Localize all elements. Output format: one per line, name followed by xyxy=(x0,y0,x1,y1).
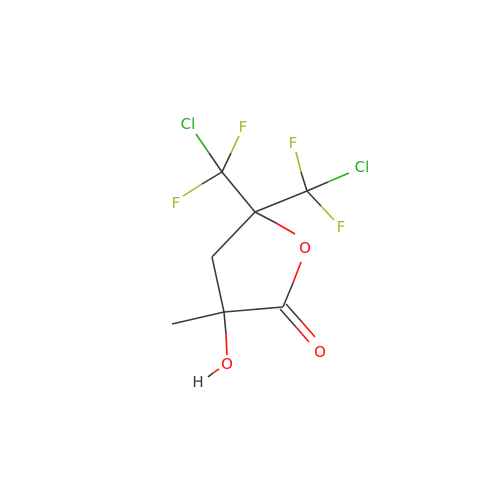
bond-c-right-f-bottom-a xyxy=(306,190,322,207)
bond-c-right-f-bottom-b xyxy=(320,205,335,221)
bond-c2-o-carbonyl-2a xyxy=(285,303,303,323)
atom-labels-group: Cl F F F Cl F O O O H xyxy=(172,115,370,391)
bond-c2-o-carbonyl-1a xyxy=(279,308,297,328)
bond-c4-c3 xyxy=(211,256,225,313)
bond-c2-o-ring-a xyxy=(282,282,294,308)
bond-c3-o-hydroxyl-a xyxy=(223,311,227,335)
bonds-group xyxy=(171,133,350,378)
atom-label-f-right: F xyxy=(337,218,346,236)
bond-c-right-f-top-b xyxy=(295,151,302,173)
bond-c-left-f-left-a xyxy=(201,171,223,185)
atom-label-o-hydroxyl: O xyxy=(221,355,233,373)
bond-o-ring-c5-a xyxy=(275,222,296,235)
bond-c3-c2 xyxy=(223,306,284,313)
bond-o-ring-c5-b xyxy=(254,211,277,224)
bond-c-right-f-top-a xyxy=(300,171,308,192)
atom-label-f-top-right: F xyxy=(289,134,298,152)
atom-label-cl-right: Cl xyxy=(355,158,370,176)
bond-c2-o-ring-b xyxy=(292,261,302,284)
atom-label-h-hydroxyl: H xyxy=(192,373,203,391)
atom-label-o-ring: O xyxy=(299,239,311,257)
bond-c5-c-right xyxy=(254,190,308,213)
bond-c2-o-carbonyl-2b xyxy=(301,321,316,338)
bond-c-left-f-top-a xyxy=(221,152,232,173)
atom-label-cl-left: Cl xyxy=(181,115,196,133)
bond-c-left-cl-b xyxy=(195,133,210,154)
atom-label-f-left: F xyxy=(172,194,181,212)
bond-c-right-cl-a xyxy=(306,181,329,192)
bond-o-h-hydroxyl-b xyxy=(207,372,214,378)
bond-c5-c-left xyxy=(221,171,256,213)
atom-label-o-carbonyl: O xyxy=(314,343,326,361)
bond-c5-c4 xyxy=(211,211,256,258)
atom-label-f-top-left: F xyxy=(239,118,248,136)
bond-c-left-f-left-b xyxy=(182,183,203,197)
bond-c-right-cl-b xyxy=(327,172,350,183)
bond-o-h-hydroxyl-a xyxy=(212,368,220,374)
bond-c-left-f-top-b xyxy=(230,135,240,154)
bond-c3-methyl xyxy=(171,311,225,325)
bond-c-left-cl-a xyxy=(208,152,223,173)
bond-c2-o-carbonyl-1b xyxy=(295,326,310,343)
bond-c3-o-hydroxyl-b xyxy=(225,333,228,356)
